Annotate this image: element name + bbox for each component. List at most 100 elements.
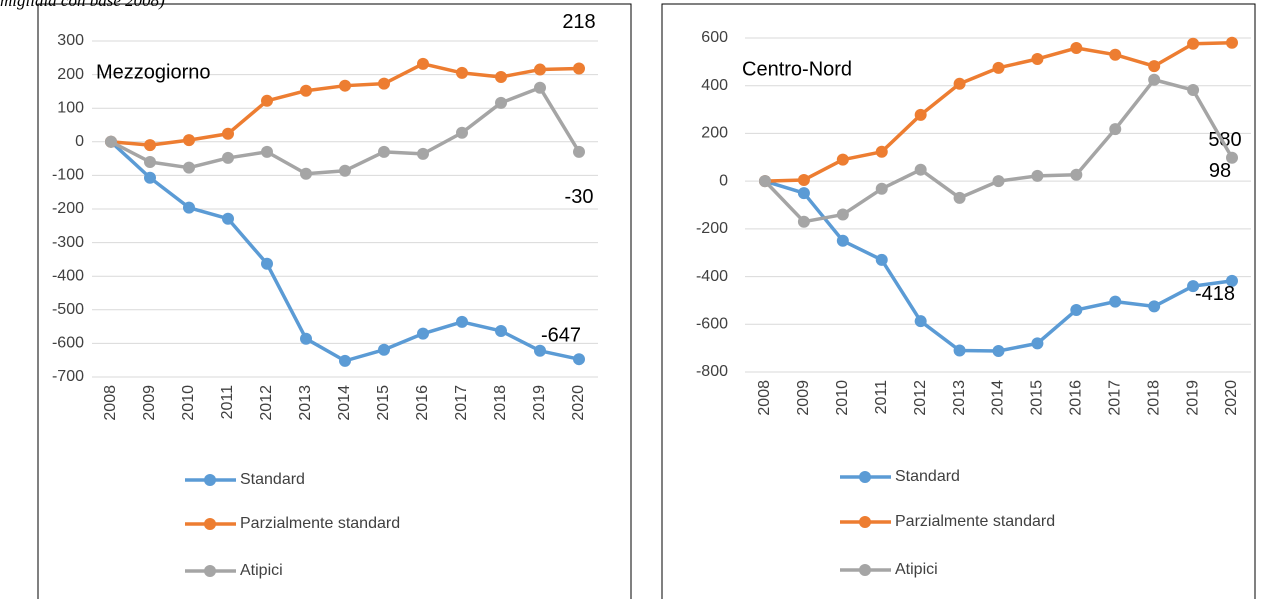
x-tick-label: 2009 bbox=[141, 385, 158, 421]
series-point bbox=[875, 253, 888, 266]
data-label: 98 bbox=[1209, 160, 1231, 182]
x-tick-label: 2011 bbox=[873, 380, 890, 415]
series-point bbox=[105, 135, 117, 148]
series-point bbox=[1148, 300, 1161, 313]
series-point bbox=[144, 139, 156, 152]
series-point bbox=[144, 171, 156, 184]
x-tick-label: 2019 bbox=[531, 385, 548, 421]
series-point bbox=[1187, 84, 1200, 97]
legend-label: Standard bbox=[240, 471, 305, 488]
series-point bbox=[339, 354, 351, 367]
legend-marker bbox=[859, 471, 871, 483]
series-point bbox=[495, 324, 507, 337]
chart-title: Centro-Nord bbox=[742, 58, 852, 80]
series-point bbox=[797, 173, 810, 186]
legend-label: Parzialmente standard bbox=[895, 513, 1055, 530]
series-point bbox=[261, 145, 273, 158]
legend-marker bbox=[859, 564, 871, 576]
legend-label: Atipici bbox=[895, 561, 938, 578]
series-point bbox=[261, 94, 273, 107]
y-tick-label: -800 bbox=[696, 363, 728, 380]
x-tick-label: 2018 bbox=[1145, 380, 1162, 416]
series-point bbox=[1070, 168, 1083, 181]
legend-label: Atipici bbox=[240, 562, 283, 579]
data-label: -418 bbox=[1195, 283, 1235, 305]
x-tick-label: 2017 bbox=[1106, 380, 1123, 416]
series-point bbox=[573, 353, 585, 366]
series-point bbox=[456, 315, 468, 328]
series-point bbox=[759, 175, 771, 188]
y-tick-label: -400 bbox=[696, 268, 728, 285]
series-point bbox=[1187, 280, 1200, 293]
series-point bbox=[836, 153, 849, 166]
series-point bbox=[953, 191, 966, 204]
series-point bbox=[495, 96, 507, 109]
y-tick-label: 0 bbox=[75, 133, 84, 150]
x-tick-label: 2008 bbox=[102, 385, 119, 421]
y-tick-label: -200 bbox=[52, 200, 84, 217]
series-point bbox=[992, 61, 1005, 74]
x-tick-label: 2018 bbox=[492, 385, 509, 421]
series-point bbox=[183, 201, 195, 214]
y-tick-label: -600 bbox=[52, 335, 84, 352]
series-point bbox=[456, 66, 468, 79]
series-point bbox=[875, 145, 888, 158]
x-tick-label: 2009 bbox=[795, 380, 812, 416]
series-line bbox=[764, 179, 1233, 353]
series-point bbox=[836, 234, 849, 247]
y-tick-label: 200 bbox=[57, 66, 84, 83]
series-point bbox=[378, 77, 390, 90]
y-tick-label: -500 bbox=[52, 301, 84, 318]
series-point bbox=[1031, 169, 1044, 182]
series-point bbox=[1070, 42, 1083, 55]
x-tick-label: 2016 bbox=[414, 385, 431, 421]
series-point bbox=[992, 345, 1005, 358]
series-point bbox=[1187, 37, 1200, 50]
series-point bbox=[573, 145, 585, 158]
series-point bbox=[836, 208, 849, 221]
y-tick-label: -400 bbox=[52, 267, 84, 284]
series-point bbox=[914, 315, 927, 328]
series-point bbox=[378, 343, 390, 356]
x-tick-label: 2017 bbox=[453, 385, 470, 421]
series-point bbox=[1226, 274, 1238, 287]
y-tick-label: -200 bbox=[696, 220, 728, 237]
series-point bbox=[300, 332, 312, 345]
x-tick-label: 2020 bbox=[570, 385, 587, 421]
x-tick-label: 2012 bbox=[258, 385, 275, 421]
series-point bbox=[1070, 303, 1083, 316]
y-tick-label: -300 bbox=[52, 234, 84, 251]
series-point bbox=[456, 126, 468, 139]
series-point bbox=[992, 175, 1005, 188]
y-tick-label: -100 bbox=[52, 167, 84, 184]
series-point bbox=[339, 79, 351, 92]
series-point bbox=[875, 182, 888, 195]
series-point bbox=[797, 215, 810, 228]
x-tick-label: 2015 bbox=[1029, 380, 1046, 416]
series-point bbox=[495, 70, 507, 83]
series-line bbox=[110, 85, 581, 176]
y-tick-label: 0 bbox=[719, 172, 728, 189]
y-tick-label: 300 bbox=[57, 32, 84, 49]
x-tick-label: 2019 bbox=[1184, 380, 1201, 416]
caption: migliaia con base 2008) bbox=[0, 0, 165, 10]
series-point bbox=[417, 327, 429, 340]
data-label: -647 bbox=[541, 324, 581, 346]
y-tick-label: 400 bbox=[701, 77, 728, 94]
series-point bbox=[534, 63, 546, 76]
series-point bbox=[1109, 123, 1122, 136]
legend-marker bbox=[204, 565, 216, 577]
series-point bbox=[1031, 337, 1044, 350]
x-tick-label: 2013 bbox=[951, 380, 968, 416]
y-tick-label: 600 bbox=[701, 29, 728, 46]
x-tick-label: 2011 bbox=[219, 385, 236, 420]
legend-label: Standard bbox=[895, 468, 960, 485]
chart-title: Mezzogiorno bbox=[96, 61, 211, 83]
series-point bbox=[953, 77, 966, 90]
x-tick-label: 2014 bbox=[990, 380, 1007, 416]
legend-marker bbox=[859, 516, 871, 528]
series-point bbox=[953, 344, 966, 357]
series-point bbox=[300, 167, 312, 180]
series-point bbox=[222, 127, 234, 140]
